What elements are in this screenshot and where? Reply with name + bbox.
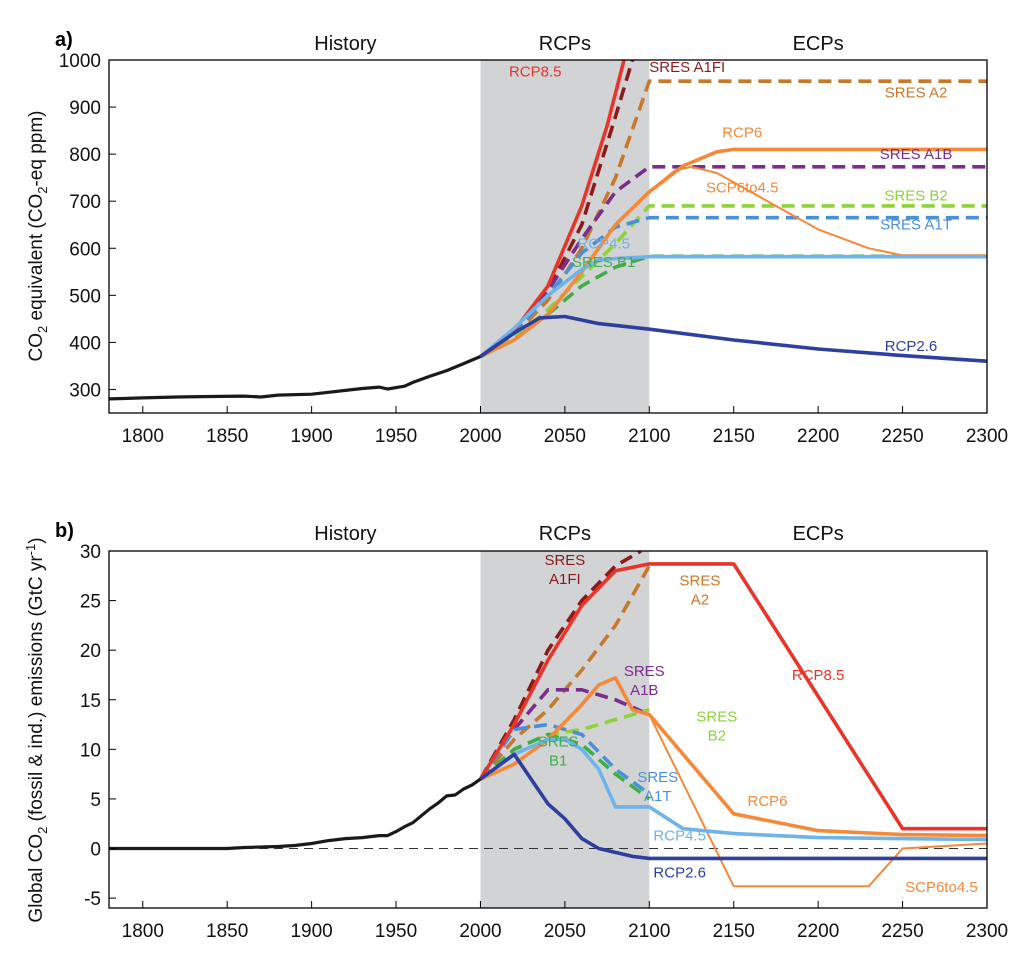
y-axis-label: Global CO2 (fossil & ind.) emissions (Gt… (23, 537, 50, 922)
series-label-rcp4-5: RCP4.5 (653, 828, 706, 845)
x-tick-label: 1950 (375, 921, 417, 942)
series-label-sres-a1fi: SRES A1FI (544, 552, 585, 588)
y-tick-label: 20 (80, 641, 101, 662)
series-sres-b1-line (479, 732, 651, 801)
series-history-line (109, 777, 482, 851)
y-axis-label: CO2 equivalent (CO2-eq ppm) (26, 110, 50, 361)
x-tick-label: 2000 (459, 426, 501, 447)
y-tick-label: 300 (69, 380, 101, 401)
x-tick-label: 2200 (797, 921, 839, 942)
series-label-rcp2-6: RCP2.6 (885, 338, 938, 355)
panel-label: a) (55, 29, 73, 51)
series-label-sres-a1t: SRES A1T (637, 769, 678, 805)
series-sres-a1fi-line (479, 60, 635, 358)
period-label-rcps: RCPs (539, 523, 591, 545)
x-tick-label: 2300 (966, 921, 1008, 942)
x-tick-label: 2300 (966, 426, 1008, 447)
x-tick-label: 1850 (206, 921, 248, 942)
x-tick-label: 2100 (628, 426, 670, 447)
series-label-scp6to4-5: SCP6to4.5 (706, 180, 779, 197)
series-label-rcp8-5: RCP8.5 (792, 667, 845, 684)
period-label-ecps: ECPs (793, 33, 844, 55)
y-tick-label: 500 (69, 286, 101, 307)
panel-label: b) (55, 520, 74, 542)
series-label-sres-a1fi: SRES A1FI (649, 59, 725, 76)
y-tick-label: 900 (69, 98, 101, 119)
y-tick-label: 10 (80, 740, 101, 761)
y-tick-label: 15 (80, 691, 101, 712)
series-label-sres-b2: SRES B2 (884, 187, 947, 204)
series-label-rcp6: RCP6 (722, 125, 762, 142)
panel-a: SRES A1FI SRES A2 SRES A1B SRES B2 SRES A1T S… (26, 29, 1008, 447)
plot-frame (108, 550, 988, 909)
period-label-ecps: ECPs (793, 523, 844, 545)
x-tick-label: 2150 (713, 426, 755, 447)
series-label-sres-a1b: SRES A1B (880, 146, 953, 163)
series-label-sres-a1b: SRES A1B (624, 663, 665, 699)
y-tick-label: 700 (69, 192, 101, 213)
series-label-sres-a2: SRES A2 (885, 85, 948, 102)
y-tick-label: 25 (80, 592, 101, 613)
x-tick-label: 1900 (290, 921, 332, 942)
series-rcp2-6-line (479, 752, 987, 861)
y-tick-label: 30 (80, 542, 101, 563)
y-tick-label: 1000 (59, 51, 101, 72)
x-tick-label: 1950 (375, 426, 417, 447)
x-tick-label: 1800 (122, 426, 164, 447)
period-label-history: History (314, 523, 376, 545)
period-label-history: History (314, 33, 376, 55)
y-tick-label: -5 (84, 889, 101, 910)
y-tick-label: 0 (90, 840, 101, 861)
series-sres-a1t-line (479, 722, 651, 796)
x-tick-label: 2050 (544, 426, 586, 447)
period-label-rcps: RCPs (539, 33, 591, 55)
series-rcp8-5-line (478, 562, 987, 831)
x-tick-label: 2250 (881, 921, 923, 942)
series-label-sres-a1t: SRES A1T (880, 216, 952, 233)
series-label-scp6to4-5: SCP6to4.5 (905, 879, 978, 896)
series-label-rcp4-5: RCP4.5 (577, 235, 630, 252)
series-label-rcp8-5: RCP8.5 (509, 63, 562, 80)
series-scp6to4-5-line (480, 165, 987, 358)
x-tick-label: 2200 (797, 426, 839, 447)
series-label-sres-b1: SRES B1 (538, 733, 579, 769)
series-label-sres-a2: SRES A2 (680, 573, 721, 609)
series-rcp4-5-line (479, 254, 987, 358)
x-tick-label: 2050 (544, 921, 586, 942)
series-history-line (109, 355, 482, 401)
series-label-sres-b2: SRES B2 (696, 709, 737, 745)
panel-b: SRES A1FI SRES A2 SRES A1B SRES B2 SRES B1 SRES A1T… (23, 520, 1008, 942)
series-label-rcp6: RCP6 (747, 793, 787, 810)
y-tick-label: 600 (69, 239, 101, 260)
plot-frame (108, 59, 988, 414)
x-tick-label: 2100 (628, 921, 670, 942)
x-tick-label: 1900 (290, 426, 332, 447)
y-tick-label: 800 (69, 145, 101, 166)
series-sres-a2-line (479, 79, 987, 359)
series-sres-b2-line (479, 204, 987, 359)
series-label-sres-b1: SRES B1 (572, 254, 635, 271)
series-rcp2-6-line (479, 314, 987, 363)
series-label-rcp2-6: RCP2.6 (653, 864, 706, 881)
x-tick-label: 1800 (122, 921, 164, 942)
y-tick-label: 5 (90, 790, 101, 811)
y-tick-label: 400 (69, 333, 101, 354)
series-sres-b1-line (479, 254, 987, 359)
x-tick-label: 1850 (206, 426, 248, 447)
x-tick-label: 2250 (881, 426, 923, 447)
x-tick-label: 2000 (459, 921, 501, 942)
series-rcp4-5-line (479, 737, 987, 842)
x-tick-label: 2150 (713, 921, 755, 942)
